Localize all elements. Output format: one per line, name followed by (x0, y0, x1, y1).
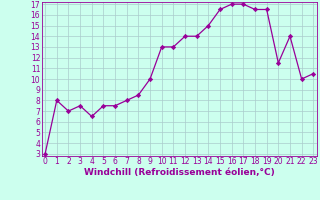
X-axis label: Windchill (Refroidissement éolien,°C): Windchill (Refroidissement éolien,°C) (84, 168, 275, 177)
